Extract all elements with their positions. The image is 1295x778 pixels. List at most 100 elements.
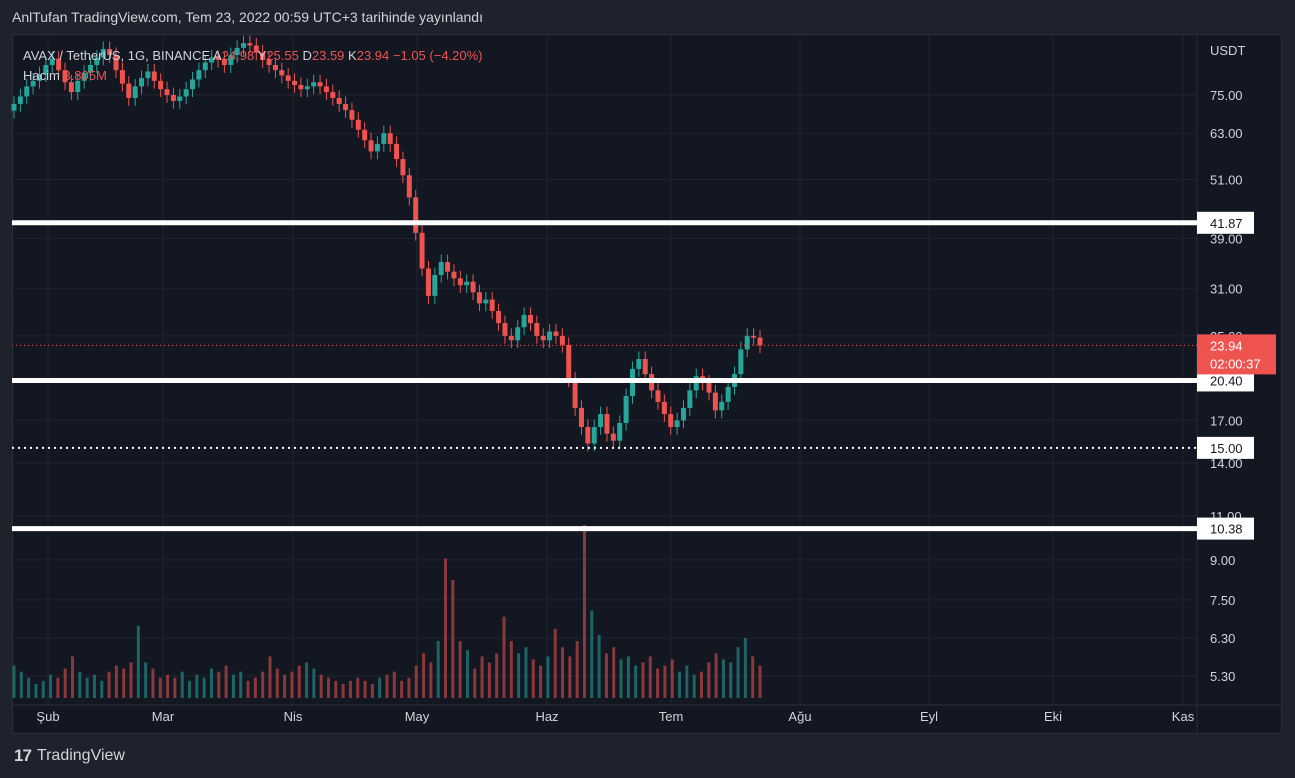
candle-body xyxy=(604,414,610,434)
candle-body xyxy=(617,423,623,441)
volume-bar xyxy=(392,671,396,698)
candle-body xyxy=(451,271,457,279)
legend-close-label: K xyxy=(348,48,357,63)
volume-bar xyxy=(729,662,733,698)
candle-body xyxy=(196,70,202,80)
volume-bar xyxy=(144,662,148,698)
candle-body xyxy=(330,92,336,98)
legend-symbol: AVAX / TetherUS, 1G, BINANCE xyxy=(23,48,211,63)
countdown-label: 02:00:37 xyxy=(1210,356,1261,371)
volume-bar xyxy=(531,659,535,698)
volume-bar xyxy=(261,671,265,698)
volume-bar xyxy=(612,647,616,698)
candle-body xyxy=(547,331,553,341)
volume-bar xyxy=(758,665,762,698)
volume-bar xyxy=(480,656,484,698)
volume-bar xyxy=(136,625,140,698)
volume-bar xyxy=(85,677,89,698)
candle-body xyxy=(292,80,298,85)
candle-body xyxy=(521,314,527,328)
candle-body xyxy=(438,262,444,276)
candle-body xyxy=(317,82,323,87)
volume-bar xyxy=(385,674,389,698)
level-label: 15.00 xyxy=(1210,441,1243,456)
volume-bar xyxy=(626,656,630,698)
volume-bar xyxy=(699,671,703,698)
volume-bar xyxy=(736,647,740,698)
candle-body xyxy=(534,323,540,336)
candle-body xyxy=(668,414,674,427)
volume-bar xyxy=(502,616,506,698)
candle-body xyxy=(88,64,94,73)
volume-bar xyxy=(378,677,382,698)
chart-frame[interactable] xyxy=(12,34,1282,734)
publish-header: AnlTufan TradingView.com, Tem 23, 2022 0… xyxy=(12,9,483,25)
volume-bar xyxy=(224,665,228,698)
volume-bar xyxy=(597,635,601,698)
volume-bar xyxy=(27,677,31,698)
volume-bar xyxy=(575,641,579,698)
volume-bar xyxy=(473,668,477,698)
candle-body xyxy=(642,358,648,375)
candle-body xyxy=(585,426,591,444)
level-label-box xyxy=(1197,211,1254,234)
volume-bar xyxy=(714,653,718,698)
volume-bar xyxy=(49,674,53,698)
legend-high-label: Y xyxy=(257,48,267,63)
candle-body xyxy=(464,281,470,286)
volume-bar xyxy=(495,653,499,698)
candle-body xyxy=(139,78,145,87)
candle-body xyxy=(247,43,253,46)
candle-body xyxy=(323,86,329,93)
candle-body xyxy=(113,55,119,71)
candle-body xyxy=(285,75,291,81)
price-tick-label: 51.00 xyxy=(1210,173,1243,188)
candle-body xyxy=(100,49,106,58)
volume-bar xyxy=(114,665,118,698)
tradingview-logo-icon: 17 xyxy=(14,746,32,765)
candle-body xyxy=(578,407,584,427)
tradingview-footer[interactable]: 17 TradingView xyxy=(14,746,125,766)
candle-body xyxy=(744,335,750,350)
volume-bar xyxy=(444,558,448,698)
candle-body xyxy=(158,80,164,90)
volume-bar xyxy=(509,641,513,698)
candle-body xyxy=(719,401,725,411)
legend-change: −1.05 (−4.20%) xyxy=(392,48,483,63)
candle-body xyxy=(298,84,304,90)
level-label: 41.87 xyxy=(1210,216,1243,231)
candle-body xyxy=(126,83,132,98)
candle-body xyxy=(266,59,272,65)
candle-body xyxy=(202,62,208,71)
candle-body xyxy=(343,103,349,111)
volume-bar xyxy=(173,677,177,698)
candle-body xyxy=(228,55,234,65)
level-label: 20.40 xyxy=(1210,373,1243,388)
candle-body xyxy=(725,387,731,402)
legend-volume-label: Hacim xyxy=(23,68,60,83)
legend-volume: 3.805M xyxy=(63,68,107,83)
candle-body xyxy=(566,344,572,380)
time-tick-label: Şub xyxy=(36,709,59,724)
candle-body xyxy=(336,97,342,104)
candle-body xyxy=(164,89,170,95)
candle-body xyxy=(170,95,176,101)
candle-body xyxy=(502,323,508,336)
candle-body xyxy=(674,420,680,427)
volume-bar xyxy=(78,671,82,698)
price-tick-label: 17.00 xyxy=(1210,413,1243,428)
candle-body xyxy=(75,80,81,93)
volume-bar xyxy=(568,656,572,698)
volume-bar xyxy=(158,677,162,698)
price-tick-label: 6.30 xyxy=(1210,631,1235,646)
candle-body xyxy=(400,159,406,176)
candle-body xyxy=(11,103,17,111)
candle-body xyxy=(483,299,489,304)
candle-body xyxy=(553,331,559,336)
volume-bar xyxy=(129,662,133,698)
volume-bar xyxy=(319,674,323,698)
price-tick-label: 75.00 xyxy=(1210,88,1243,103)
volume-bar xyxy=(63,668,67,698)
volume-bar xyxy=(312,668,316,698)
